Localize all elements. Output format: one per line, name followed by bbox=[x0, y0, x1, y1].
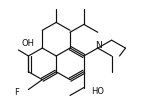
Text: N: N bbox=[95, 41, 102, 50]
Text: F: F bbox=[14, 88, 19, 97]
Text: OH: OH bbox=[22, 39, 35, 48]
Text: HO: HO bbox=[91, 87, 104, 96]
